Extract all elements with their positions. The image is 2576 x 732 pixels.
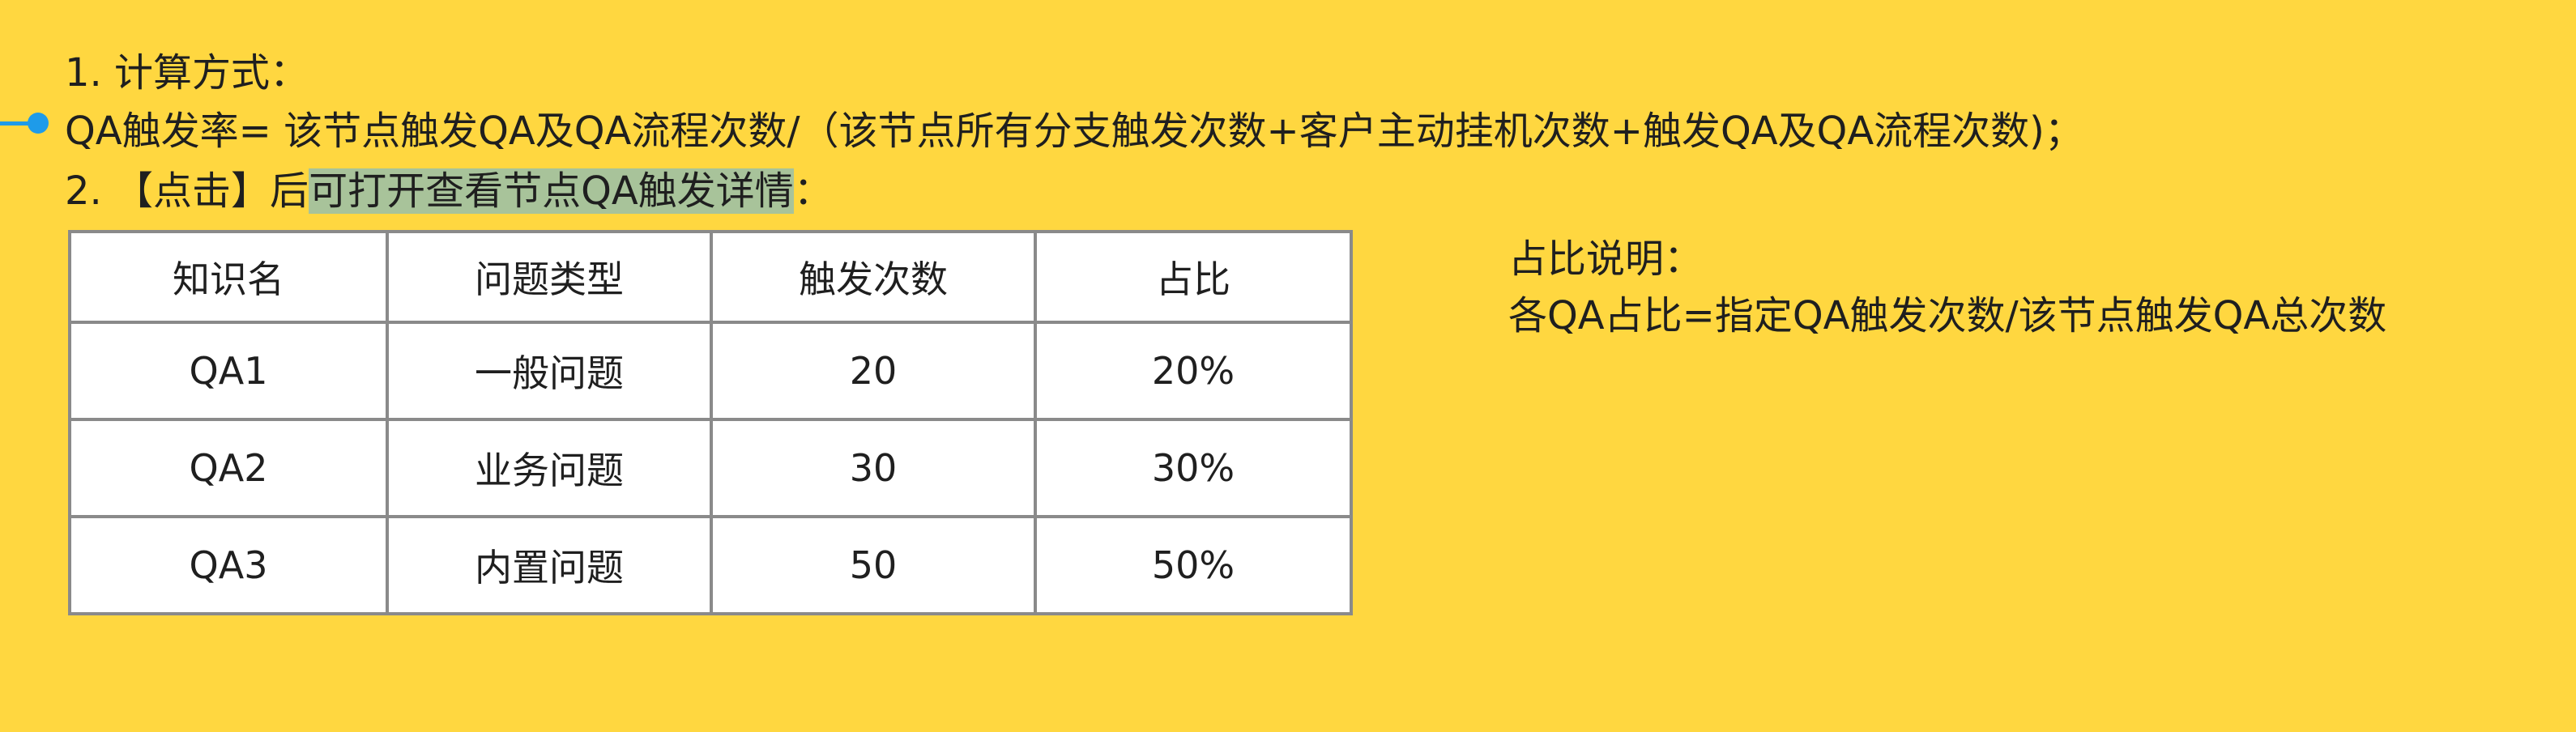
column-header-ratio: 占比 bbox=[1034, 230, 1353, 324]
ratio-note-body: 各QA占比=指定QA触发次数/该节点触发QA总次数 bbox=[1508, 293, 2387, 338]
cell-knowledge-name: QA3 bbox=[68, 515, 389, 615]
highlighted-text: 可打开查看节点QA触发详情 bbox=[309, 168, 794, 214]
qa-rate-formula: QA触发率= 该节点触发QA及QA流程次数/（该节点所有分支触发次数+客户主动挂… bbox=[65, 109, 2083, 154]
step-2-text: 2. 【点击】后可打开查看节点QA触发详情： bbox=[65, 167, 833, 215]
connector-line bbox=[0, 121, 32, 126]
cell-question-type: 内置问题 bbox=[386, 515, 713, 615]
cell-question-type: 业务问题 bbox=[386, 418, 713, 518]
step-2-prefix: 2. 【点击】后 bbox=[65, 168, 309, 214]
table-row: QA1 一般问题 20 20% bbox=[68, 321, 1353, 421]
cell-knowledge-name: QA2 bbox=[68, 418, 389, 518]
cell-trigger-count: 20 bbox=[710, 321, 1037, 421]
ratio-note-title: 占比说明： bbox=[1508, 236, 1704, 282]
connector-handle-icon[interactable] bbox=[28, 113, 49, 134]
cell-trigger-count: 30 bbox=[710, 418, 1037, 518]
column-header-trigger-count: 触发次数 bbox=[710, 230, 1037, 324]
cell-ratio: 50% bbox=[1034, 515, 1353, 615]
step-2-suffix: ： bbox=[793, 168, 833, 214]
cell-trigger-count: 50 bbox=[710, 515, 1037, 615]
cell-ratio: 30% bbox=[1034, 418, 1353, 518]
step-1-heading: 1. 计算方式： bbox=[65, 50, 309, 96]
qa-detail-table: 知识名 问题类型 触发次数 占比 QA1 一般问题 20 20% QA2 业务问… bbox=[68, 230, 1353, 615]
cell-question-type: 一般问题 bbox=[386, 321, 713, 421]
table-row: QA2 业务问题 30 30% bbox=[68, 418, 1353, 518]
cell-ratio: 20% bbox=[1034, 321, 1353, 421]
column-header-knowledge-name: 知识名 bbox=[68, 230, 389, 324]
cell-knowledge-name: QA1 bbox=[68, 321, 389, 421]
table-header-row: 知识名 问题类型 触发次数 占比 bbox=[68, 230, 1353, 324]
column-header-question-type: 问题类型 bbox=[386, 230, 713, 324]
table-row: QA3 内置问题 50 50% bbox=[68, 515, 1353, 615]
